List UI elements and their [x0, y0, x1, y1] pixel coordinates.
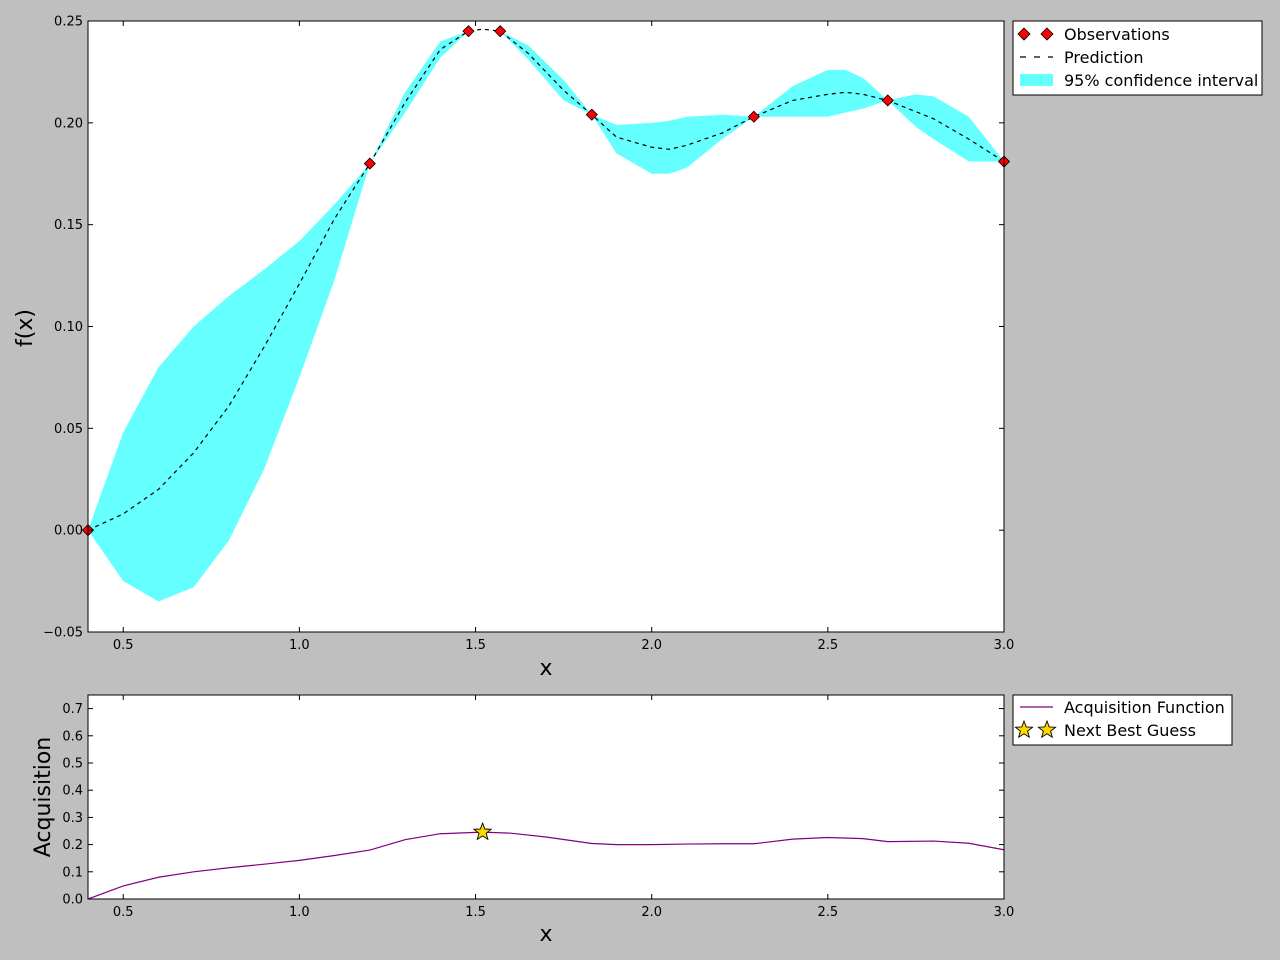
bottom-ylabel: Acquisition — [31, 737, 56, 858]
observation-point — [363, 157, 376, 170]
bottom-ytick-label: 0.5 — [62, 757, 83, 772]
top-legend-box — [1012, 20, 1263, 96]
top-ytick-label: 0.25 — [54, 15, 83, 30]
legend-stars — [1014, 719, 1057, 739]
bottom-clipped-marks — [88, 831, 1004, 899]
top-xtick-label: 2.0 — [641, 638, 662, 653]
bottom-xtick-label: 2.5 — [818, 905, 839, 920]
top-ytick-label: 0.20 — [54, 116, 83, 131]
bottom-ticks: 0.5 1.0 1.5 2.0 2.5 3.0 0.0 0.1 0.2 0.3 0.4 0.5 0.6 0… — [62, 695, 1014, 920]
top-point-markers — [81, 25, 1011, 537]
next-best-guess-point — [472, 821, 493, 841]
top-ytick-label: 0.05 — [54, 422, 83, 437]
bottom-ytick-label: 0.3 — [62, 811, 83, 826]
top-ytick-label: −0.05 — [43, 626, 83, 641]
legend-star-marker — [1014, 719, 1034, 739]
legend-star-marker — [1037, 719, 1057, 739]
bottom-xtick-label: 0.5 — [113, 905, 134, 920]
top-chart: 0.5 1.0 1.5 2.0 2.5 3.0 −0.05 0.00 0.05 0.10 0.15 0… — [13, 15, 1263, 681]
legend-label-ci: 95% confidence interval — [1064, 71, 1258, 90]
top-xtick-label: 1.5 — [465, 638, 486, 653]
top-clipped-marks — [88, 28, 1004, 602]
observation-point — [881, 94, 894, 107]
top-xtick-label: 2.5 — [818, 638, 839, 653]
top-xtick-label: 0.5 — [113, 638, 134, 653]
bottom-chart: 0.5 1.0 1.5 2.0 2.5 3.0 0.0 0.1 0.2 0.3 0.4 0.5 0.6 0… — [31, 694, 1233, 947]
bottom-ytick-label: 0.4 — [62, 784, 83, 799]
top-marks — [81, 25, 1011, 602]
bottom-xtick-label: 1.0 — [289, 905, 310, 920]
observation-point — [585, 108, 598, 121]
bottom-legend-box — [1012, 694, 1233, 746]
top-legend: Observations Prediction 95% confidence i… — [1012, 20, 1263, 96]
bottom-xtick-label: 3.0 — [994, 905, 1015, 920]
bottom-point-markers — [472, 821, 493, 841]
bottom-legend: Acquisition Function Next Best Guess — [1012, 694, 1233, 746]
observation-point — [494, 25, 507, 38]
legend-label-next-best-guess: Next Best Guess — [1064, 721, 1196, 740]
prediction-line — [88, 28, 1004, 531]
bottom-ytick-label: 0.1 — [62, 865, 83, 880]
legend-label-acquisition: Acquisition Function — [1064, 698, 1225, 717]
legend-observation-marker — [1040, 27, 1054, 41]
bottom-plot-area — [88, 695, 1004, 899]
top-ticks: 0.5 1.0 1.5 2.0 2.5 3.0 −0.05 0.00 0.05 0.10 0.15 0… — [43, 15, 1014, 654]
top-ylabel: f(x) — [13, 309, 38, 347]
top-ytick-label: 0.00 — [54, 524, 83, 539]
confidence-band — [88, 29, 1004, 602]
legend-label-observations: Observations — [1064, 25, 1170, 44]
bottom-plot-frame — [87, 694, 1005, 900]
bottom-ytick-label: 0.2 — [62, 838, 83, 853]
bottom-ytick-label: 0.7 — [62, 702, 83, 717]
bottom-marks — [88, 821, 1004, 899]
bottom-xtick-label: 1.5 — [465, 905, 486, 920]
top-xlabel: x — [539, 656, 552, 681]
observation-point — [462, 25, 475, 38]
top-xtick-label: 3.0 — [994, 638, 1015, 653]
bottom-ytick-label: 0.6 — [62, 729, 83, 744]
top-xtick-label: 1.0 — [289, 638, 310, 653]
bottom-xtick-label: 2.0 — [641, 905, 662, 920]
legend-observation-marker — [1017, 27, 1031, 41]
acquisition-line — [88, 831, 1004, 899]
top-ytick-label: 0.10 — [54, 320, 83, 335]
observation-point — [747, 110, 760, 123]
top-ytick-label: 0.15 — [54, 218, 83, 233]
bottom-xlabel: x — [539, 922, 552, 947]
legend-ci-swatch — [1020, 74, 1053, 86]
legend-label-prediction: Prediction — [1064, 48, 1143, 67]
bottom-ytick-label: 0.0 — [62, 893, 83, 908]
